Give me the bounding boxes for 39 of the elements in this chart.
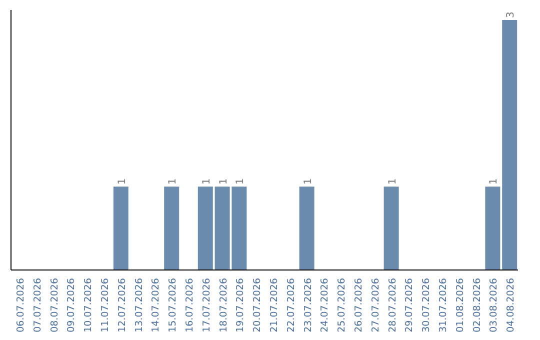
x-tick-label: 20.07.2026 bbox=[252, 278, 264, 332]
x-tick-label: 12.07.2026 bbox=[116, 278, 128, 332]
data-label: 1 bbox=[302, 178, 314, 185]
x-tick-label: 11.07.2026 bbox=[100, 278, 111, 332]
x-tick-label: 31.07.2026 bbox=[438, 278, 449, 332]
x-tick-label: 04.08.2026 bbox=[506, 278, 517, 332]
x-tick-label: 18.07.2026 bbox=[218, 278, 230, 332]
x-tick-label: 29.07.2026 bbox=[404, 278, 416, 332]
x-tick-label: 09.07.2026 bbox=[66, 278, 78, 332]
x-tick-label: 02.08.2026 bbox=[472, 278, 483, 332]
x-tick-label: 28.07.2026 bbox=[387, 278, 398, 332]
x-tick-label: 21.07.2026 bbox=[268, 278, 280, 332]
x-tick-label: 03.08.2026 bbox=[488, 278, 500, 332]
x-tick-label: 27.07.2026 bbox=[370, 278, 382, 332]
data-label: 1 bbox=[116, 178, 128, 185]
x-tick-label: 06.07.2026 bbox=[15, 278, 26, 332]
data-label: 3 bbox=[506, 12, 517, 18]
x-tick-label: 08.07.2026 bbox=[49, 278, 60, 332]
x-tick-label: 23.07.2026 bbox=[302, 278, 314, 332]
x-tick-label: 15.07.2026 bbox=[168, 278, 179, 332]
data-label: 1 bbox=[235, 178, 246, 185]
x-tick-label: 26.07.2026 bbox=[353, 278, 364, 332]
x-tick-label: 01.08.2026 bbox=[454, 278, 466, 332]
x-tick-label: 13.07.2026 bbox=[134, 278, 145, 332]
x-tick-label: 10.07.2026 bbox=[83, 278, 94, 332]
x-tick-label: 17.07.2026 bbox=[201, 278, 212, 332]
x-tick-label: 07.07.2026 bbox=[32, 278, 44, 332]
data-label: 1 bbox=[488, 178, 500, 185]
x-tick-label: 19.07.2026 bbox=[235, 278, 246, 332]
x-tick-label: 16.07.2026 bbox=[184, 278, 196, 332]
data-label: 1 bbox=[168, 178, 179, 185]
x-tick-label: 30.07.2026 bbox=[421, 278, 432, 332]
x-tick-label: 24.07.2026 bbox=[320, 278, 331, 332]
x-tick-label: 22.07.2026 bbox=[286, 278, 297, 332]
x-tick-label: 14.07.2026 bbox=[150, 278, 162, 332]
x-tick-label: 25.07.2026 bbox=[336, 278, 348, 332]
data-label: 1 bbox=[201, 178, 212, 185]
data-label: 1 bbox=[218, 178, 230, 185]
data-label: 1 bbox=[387, 178, 398, 185]
